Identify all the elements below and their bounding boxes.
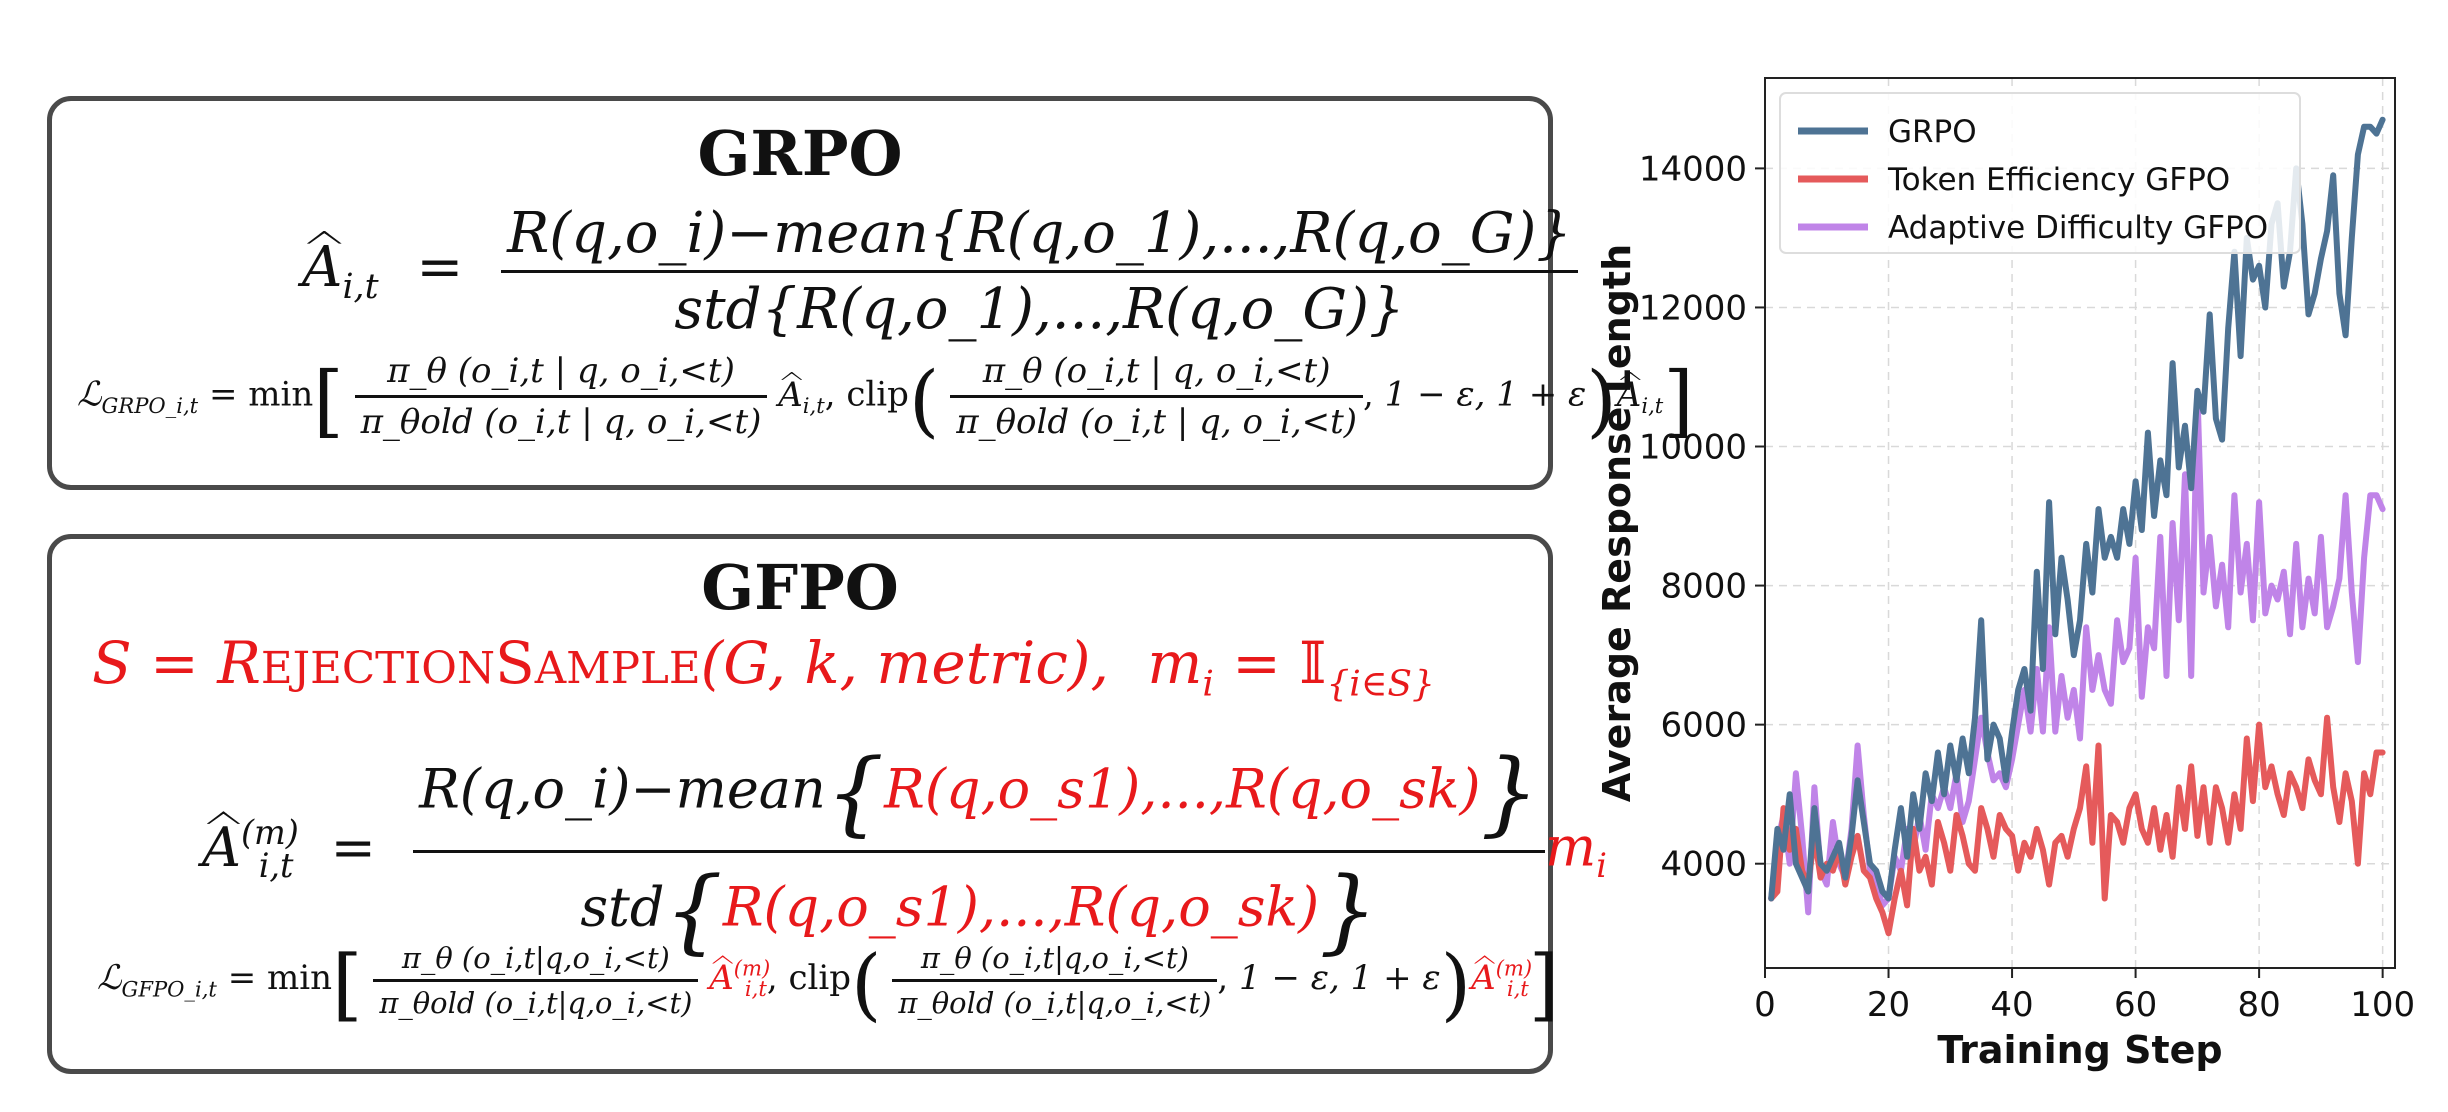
y-tick-label: 4000: [1660, 845, 1747, 885]
grpo-ratio2-denominator: π_θold (o_i,t | q, o_i,<t): [956, 402, 1358, 442]
gfpo-adv-mult-sub: i: [1596, 846, 1607, 886]
gfpo-sample-func-1: EJECTION: [260, 644, 496, 694]
gfpo-sample-line: S = REJECTIONSAMPLE(G, k, metric), mi = …: [92, 629, 1435, 705]
gfpo-adv-denominator: std{R(q,o_s1),...,R(q,o_sk)}: [580, 857, 1378, 964]
grpo-adv-lhs: A: [302, 235, 343, 300]
gfpo-loss-adv-1: A: [709, 958, 734, 999]
gfpo-adv-sub: i,t: [258, 846, 294, 886]
gfpo-ratio-numerator: π_θ (o_i,t|q,o_i,<t): [373, 941, 699, 982]
gfpo-adv-den-red: R(q,o_s1),...,R(q,o_sk): [722, 875, 1320, 939]
gfpo-adv-sup: (m): [241, 812, 299, 852]
gfpo-loss-clip: clip: [788, 958, 852, 999]
x-axis-ticks: 0 20 40 60 80 100: [1754, 968, 2415, 1025]
gfpo-adv-num-black: R(q,o_i)−mean: [419, 757, 826, 821]
x-tick-label: 20: [1867, 985, 1910, 1025]
grpo-loss-adv-1-sub: i,t: [802, 392, 825, 418]
gfpo-mask-lhs: m: [1147, 629, 1203, 697]
grpo-ratio2-numerator: π_θ (o_i,t | q, o_i,<t): [950, 351, 1364, 398]
gfpo-advantage-formula: A(m)i,t = R(q,o_i)−mean{R(q,o_s1),...,R(…: [202, 739, 1607, 964]
grpo-loss-adv-2-sub: i,t: [1641, 392, 1664, 418]
gfpo-loss-min: = min: [227, 958, 333, 999]
gfpo-ratio-denominator: π_θold (o_i,t|q,o_i,<t): [379, 985, 693, 1020]
gfpo-title: GFPO: [701, 551, 899, 624]
legend-box: [1779, 92, 2301, 254]
grpo-loss-lhs: ℒ: [77, 374, 102, 415]
y-tick-label: 14000: [1639, 149, 1747, 189]
y-tick-label: 12000: [1639, 288, 1747, 328]
y-tick-label: 6000: [1660, 706, 1747, 746]
gfpo-mask-rhs: = 𝕀: [1232, 629, 1327, 697]
grpo-adv-fraction: R(q,o_i)−mean{R(q,o_1),...,R(q,o_G)} std…: [501, 201, 1578, 342]
gfpo-sample-lhs: S = R: [92, 629, 261, 697]
legend-label: GRPO: [1888, 114, 1977, 150]
gfpo-panel: GFPO S = REJECTIONSAMPLE(G, k, metric), …: [47, 534, 1607, 1074]
gfpo-loss-ratio: π_θ (o_i,t|q,o_i,<t) π_θold (o_i,t|q,o_i…: [373, 941, 699, 1020]
legend-label: Adaptive Difficulty GFPO: [1888, 210, 2268, 246]
grpo-loss-ratio-2: π_θ (o_i,t | q, o_i,<t) π_θold (o_i,t | …: [950, 351, 1364, 442]
grpo-adv-numerator: R(q,o_i)−mean{R(q,o_1),...,R(q,o_G)}: [501, 201, 1578, 273]
grpo-panel: GRPO Ai,t = R(q,o_i)−mean{R(q,o_1),...,R…: [47, 96, 1694, 490]
grpo-loss-adv-2: A: [1616, 374, 1642, 415]
gfpo-loss-sub: GFPO_i,t: [121, 976, 217, 1002]
y-tick-label: 10000: [1639, 428, 1747, 468]
legend-label: Token Efficiency GFPO: [1887, 162, 2230, 198]
gfpo-adv-den-black: std: [580, 875, 665, 939]
gfpo-loss-adv-1-sub: i,t: [744, 976, 767, 1002]
gfpo-sample-args: (G, k, metric),: [700, 629, 1109, 697]
grpo-advantage-formula: Ai,t = R(q,o_i)−mean{R(q,o_1),...,R(q,o_…: [302, 201, 1578, 342]
gfpo-ratio2-numerator: π_θ (o_i,t|q,o_i,<t): [892, 941, 1218, 982]
x-tick-label: 0: [1754, 985, 1776, 1025]
gfpo-mask-cond: {i∈S}: [1326, 663, 1435, 705]
gfpo-loss-formula: ℒGFPO_i,t = min[ π_θ (o_i,t|q,o_i,<t) π_…: [97, 939, 1560, 1030]
grpo-loss-sub: GRPO_i,t: [101, 392, 199, 418]
response-length-chart: 0 20 40 60 80 100 4000 6000 8000 10000 12000 14000…: [1595, 77, 2415, 1072]
y-tick-label: 8000: [1660, 567, 1747, 607]
gfpo-loss-adv-2-sub: i,t: [1506, 976, 1529, 1002]
gfpo-mask-sub: i: [1202, 663, 1214, 705]
x-axis-label: Training Step: [1937, 1028, 2222, 1072]
plot-frame: [1764, 77, 2396, 969]
grpo-ratio-denominator: π_θold (o_i,t | q, o_i,<t): [360, 402, 762, 442]
gfpo-adv-lhs: A: [202, 815, 241, 879]
grpo-title: GRPO: [697, 117, 903, 190]
x-tick-label: 100: [2350, 985, 2415, 1025]
grpo-loss-formula: ℒGRPO_i,t = min[ π_θ (o_i,t | q, o_i,<t)…: [77, 351, 1694, 447]
gfpo-loss-lhs: ℒ: [97, 958, 122, 999]
gfpo-loss-range: 1 − ε, 1 + ε: [1239, 958, 1441, 999]
gfpo-adv-numerator: R(q,o_i)−mean{R(q,o_s1),...,R(q,o_sk)}: [413, 739, 1545, 853]
grpo-adv-sub: i,t: [342, 267, 379, 308]
x-tick-label: 80: [2237, 985, 2280, 1025]
y-axis-ticks: 4000 6000 8000 10000 12000 14000: [1639, 149, 1765, 885]
gfpo-ratio2-denominator: π_θold (o_i,t|q,o_i,<t): [898, 985, 1212, 1020]
gfpo-sample-func-2: S: [495, 629, 535, 697]
x-tick-label: 40: [1990, 985, 2033, 1025]
gfpo-loss-adv-2: A: [1471, 958, 1496, 999]
grpo-ratio-numerator: π_θ (o_i,t | q, o_i,<t): [354, 351, 768, 398]
gfpo-adv-mult: m: [1544, 815, 1597, 879]
grpo-loss-min: = min: [208, 374, 314, 415]
series-line-token-efficiency-gfpo: [1768, 714, 2386, 937]
gfpo-adv-num-red: R(q,o_s1),...,R(q,o_sk): [884, 757, 1481, 821]
grpo-loss-ratio: π_θ (o_i,t | q, o_i,<t) π_θold (o_i,t | …: [354, 351, 768, 442]
gfpo-loss-ratio-2: π_θ (o_i,t|q,o_i,<t) π_θold (o_i,t|q,o_i…: [892, 941, 1218, 1020]
y-axis-label: Average Response Length: [1595, 244, 1639, 802]
grpo-loss-adv-1: A: [778, 374, 803, 415]
chart-legend: GRPO Token Efficiency GFPO Adaptive Diffic…: [1779, 92, 2301, 254]
grpo-loss-range: 1 − ε, 1 + ε: [1384, 374, 1587, 415]
grpo-loss-clip: clip: [846, 374, 909, 415]
gfpo-loss-adv-1-sup: (m): [733, 955, 771, 981]
gfpo-loss-adv-2-sup: (m): [1495, 955, 1533, 981]
gfpo-adv-fraction: R(q,o_i)−mean{R(q,o_s1),...,R(q,o_sk)} s…: [413, 739, 1545, 964]
x-tick-label: 60: [2114, 985, 2157, 1025]
grpo-adv-denominator: std{R(q,o_1),...,R(q,o_G)}: [674, 277, 1405, 342]
gfpo-sample-func-3: AMPLE: [534, 644, 701, 694]
